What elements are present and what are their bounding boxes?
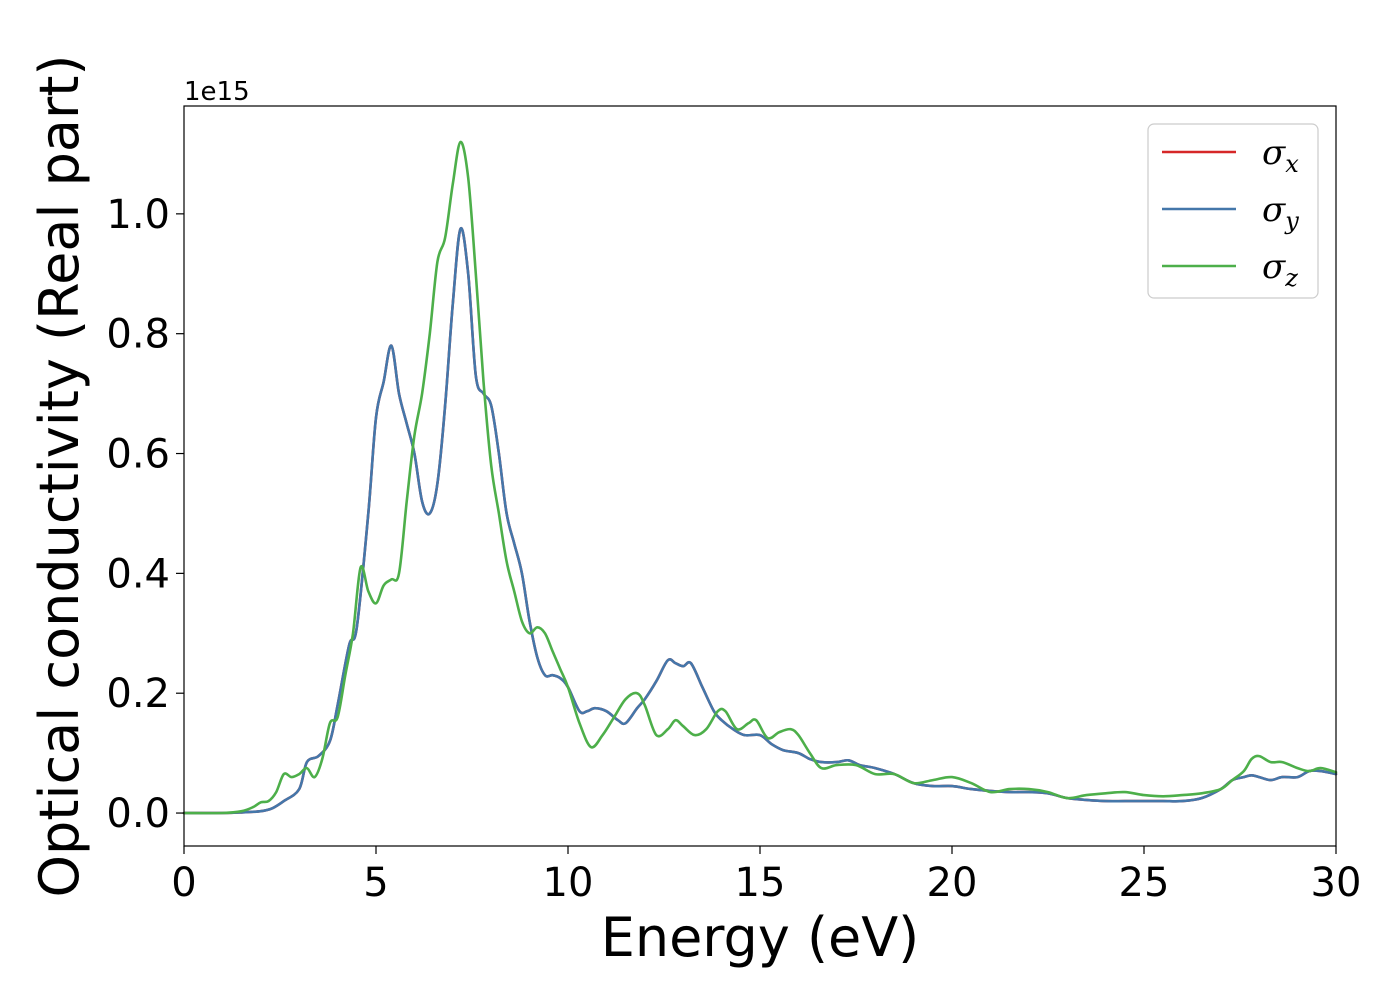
x-tick-label: 15 [735, 860, 786, 906]
y-tick-label: 0.8 [106, 312, 170, 358]
plot-area [184, 106, 1336, 846]
y-axis-ticks: 0.0 0.2 0.4 0.6 0.8 1.0 [106, 192, 184, 837]
series-line-y [182, 226, 1338, 815]
y-tick-label: 0.4 [106, 551, 170, 597]
x-tick-label: 25 [1119, 860, 1170, 906]
x-tick-label: 0 [171, 860, 196, 906]
y-tick-label: 0.2 [106, 671, 170, 717]
y-tick-label: 1.0 [106, 192, 170, 238]
x-axis-ticks: 0 5 10 15 20 25 30 [171, 846, 1361, 906]
x-axis-label: Energy (eV) [601, 906, 920, 969]
y-tick-label: 0.0 [106, 791, 170, 837]
x-tick-label: 20 [927, 860, 978, 906]
x-tick-label: 10 [543, 860, 594, 906]
legend-frame [1147, 123, 1319, 299]
x-tick-label: 5 [363, 860, 388, 906]
y-axis-label: Optical conductivity (Real part) [28, 55, 91, 898]
y-tick-label: 0.6 [106, 432, 170, 478]
x-tick-label: 30 [1311, 860, 1362, 906]
series-line-z [182, 140, 1338, 815]
series-layer [182, 140, 1338, 815]
y-offset-label: 1e15 [184, 77, 250, 107]
